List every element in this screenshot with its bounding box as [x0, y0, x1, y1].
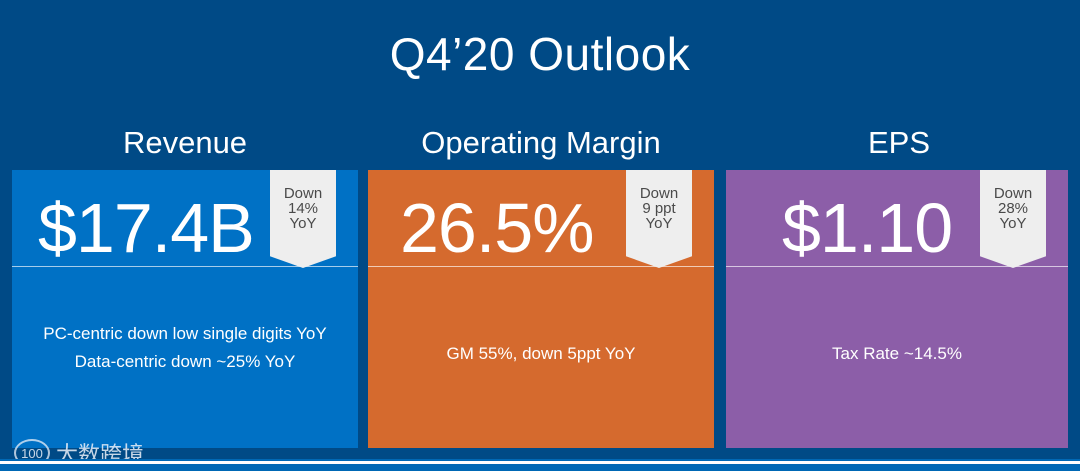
eps-heading: EPS — [867, 125, 931, 160]
eps-value: $1.10 — [782, 189, 953, 267]
eps-card: $1.10 Down 28% YoY Tax Rate ~14.5% — [726, 170, 1068, 448]
operating-margin-heading: Operating Margin — [421, 125, 661, 160]
operating-margin-value: 26.5% — [400, 189, 594, 267]
slide-title: Q4’20 Outlook — [389, 28, 691, 80]
badge-amount: 28% — [997, 200, 1029, 217]
eps-change-badge: Down 28% YoY — [980, 170, 1046, 268]
revenue-heading: Revenue — [122, 125, 248, 160]
operating-margin-card: 26.5% Down 9 ppt YoY GM 55%, down 5ppt Y… — [368, 170, 714, 448]
card-divider — [726, 266, 1068, 267]
badge-period: YoY — [999, 215, 1027, 232]
revenue-note-data: Data-centric down ~25% YoY — [74, 352, 296, 371]
badge-amount: 9 ppt — [642, 200, 676, 217]
badge-period: YoY — [645, 215, 673, 232]
card-divider — [368, 266, 714, 267]
revenue-notes: PC-centric down low single digits YoY Da… — [12, 320, 358, 376]
badge-period: YoY — [289, 215, 317, 232]
operating-margin-notes: GM 55%, down 5ppt YoY — [368, 340, 714, 368]
revenue-value: $17.4B — [38, 189, 255, 267]
badge-amount: 14% — [287, 200, 319, 217]
revenue-change-badge: Down 14% YoY — [270, 170, 336, 268]
card-divider — [12, 266, 358, 267]
badge-direction: Down — [993, 185, 1033, 202]
eps-note-tax: Tax Rate ~14.5% — [832, 344, 962, 363]
badge-direction: Down — [283, 185, 323, 202]
badge-direction: Down — [639, 185, 679, 202]
revenue-card: $17.4B Down 14% YoY PC-centric down low … — [12, 170, 358, 448]
bottom-line — [0, 461, 1080, 464]
operating-margin-change-badge: Down 9 ppt YoY — [626, 170, 692, 268]
eps-notes: Tax Rate ~14.5% — [726, 340, 1068, 368]
operating-margin-note-gm: GM 55%, down 5ppt YoY — [446, 344, 636, 363]
revenue-note-pc: PC-centric down low single digits YoY — [43, 324, 327, 343]
